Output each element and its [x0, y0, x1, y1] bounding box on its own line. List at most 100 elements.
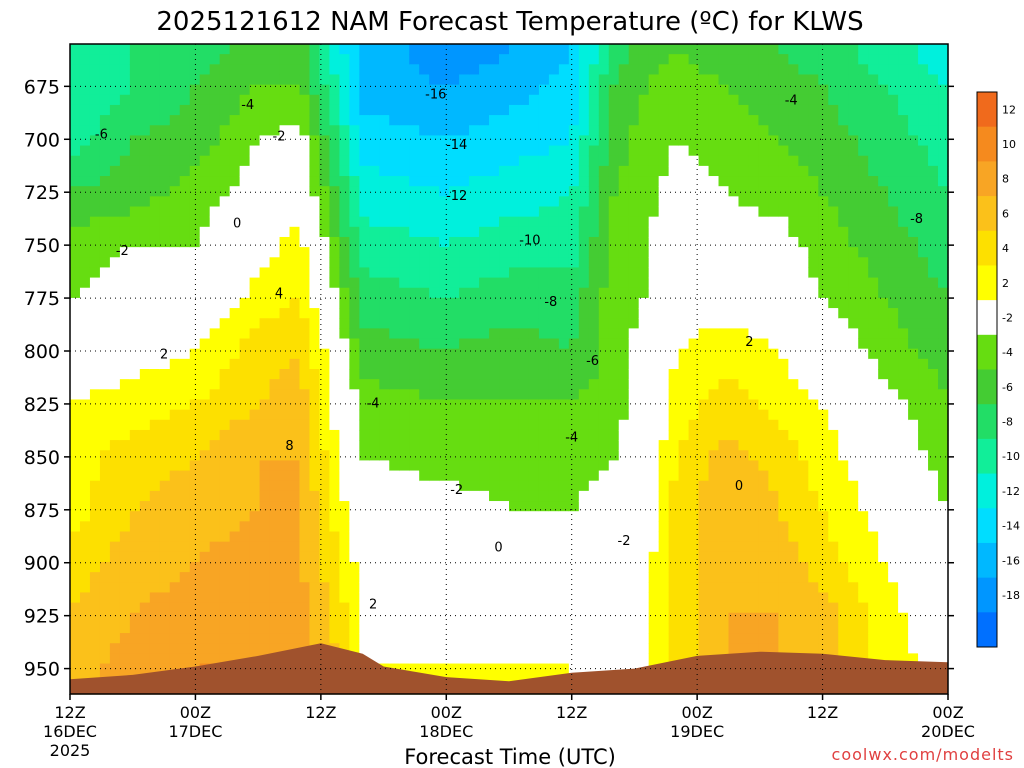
temperature-cell [608, 450, 620, 462]
temperature-cell [548, 135, 560, 147]
temperature-cell [788, 429, 799, 441]
temperature-cell [70, 409, 81, 421]
temperature-cell [638, 358, 650, 370]
temperature-cell [129, 622, 141, 634]
temperature-cell [548, 257, 560, 269]
temperature-cell [628, 226, 640, 238]
temperature-cell [788, 206, 799, 218]
temperature-cell [479, 501, 490, 512]
temperature-cell [159, 633, 171, 644]
temperature-cell [449, 612, 460, 624]
temperature-cell [349, 176, 360, 187]
temperature-cell [778, 389, 789, 401]
temperature-cell [339, 643, 350, 654]
temperature-cell [389, 348, 400, 360]
temperature-cell [249, 328, 261, 340]
temperature-cell [509, 429, 520, 441]
temperature-cell [748, 196, 760, 208]
temperature-cell [439, 216, 450, 228]
temperature-cell [189, 643, 201, 654]
temperature-cell [748, 561, 760, 573]
temperature-cell [518, 480, 530, 492]
temperature-cell [509, 257, 520, 269]
temperature-cell [748, 572, 760, 583]
temperature-cell [698, 622, 710, 634]
temperature-cell [359, 135, 370, 147]
temperature-cell [628, 490, 640, 502]
temperature-cell [249, 561, 261, 573]
temperature-cell [229, 501, 241, 512]
temperature-cell [239, 196, 251, 208]
temperature-cell [139, 338, 151, 350]
temperature-cell [319, 521, 331, 533]
temperature-cell [518, 318, 530, 329]
temperature-cell [229, 308, 241, 319]
temperature-cell [109, 551, 121, 563]
temperature-cell [848, 64, 859, 76]
temperature-cell [439, 369, 450, 380]
temperature-cell [189, 308, 201, 319]
temperature-cell [618, 277, 630, 289]
temperature-cell [89, 551, 101, 563]
temperature-cell [718, 572, 730, 583]
temperature-cell [349, 155, 360, 167]
temperature-cell [389, 186, 400, 197]
temperature-cell [678, 460, 690, 472]
temperature-cell [329, 206, 340, 218]
temperature-cell [319, 277, 331, 289]
temperature-cell [668, 267, 680, 279]
temperature-cell [249, 531, 261, 543]
temperature-cell [209, 84, 221, 96]
temperature-cell [469, 328, 480, 340]
temperature-cell [119, 196, 131, 208]
temperature-cell [608, 115, 620, 126]
temperature-cell [688, 541, 700, 553]
temperature-cell [788, 236, 799, 248]
temperature-cell [219, 338, 231, 350]
temperature-cell [648, 328, 660, 340]
temperature-cell [439, 135, 450, 147]
temperature-cell [718, 226, 730, 238]
temperature-cell [159, 176, 171, 187]
temperature-cell [249, 358, 261, 370]
temperature-cell [109, 470, 121, 482]
temperature-cell [798, 267, 809, 279]
temperature-cell [439, 165, 450, 177]
temperature-cell [758, 501, 770, 512]
temperature-cell [229, 226, 241, 238]
temperature-cell [349, 592, 360, 604]
temperature-cell [828, 551, 839, 563]
temperature-cell [309, 399, 321, 411]
temperature-cell [399, 196, 410, 208]
temperature-cell [70, 338, 81, 350]
temperature-cell [509, 612, 520, 624]
temperature-cell [499, 277, 510, 289]
temperature-cell [608, 663, 620, 675]
temperature-cell [499, 115, 510, 126]
temperature-cell [479, 206, 490, 218]
temperature-cell [179, 277, 191, 289]
temperature-cell [499, 673, 510, 685]
temperature-cell [698, 267, 710, 279]
temperature-cell [419, 267, 430, 279]
temperature-cell [568, 94, 580, 106]
temperature-cell [289, 572, 301, 583]
temperature-cell [249, 622, 261, 634]
temperature-cell [179, 135, 191, 147]
temperature-cell [768, 165, 779, 177]
temperature-cell [149, 592, 161, 604]
temperature-cell [339, 389, 350, 401]
temperature-cell [748, 277, 760, 289]
temperature-cell [608, 480, 620, 492]
temperature-cell [279, 541, 291, 553]
temperature-cell [99, 318, 111, 329]
temperature-cell [548, 125, 560, 137]
temperature-cell [179, 155, 191, 167]
temperature-cell [618, 429, 630, 441]
temperature-cell [459, 216, 470, 228]
temperature-cell [538, 348, 550, 360]
temperature-cell [339, 308, 350, 319]
temperature-cell [459, 369, 470, 380]
temperature-cell [249, 318, 261, 329]
temperature-cell [409, 551, 420, 563]
